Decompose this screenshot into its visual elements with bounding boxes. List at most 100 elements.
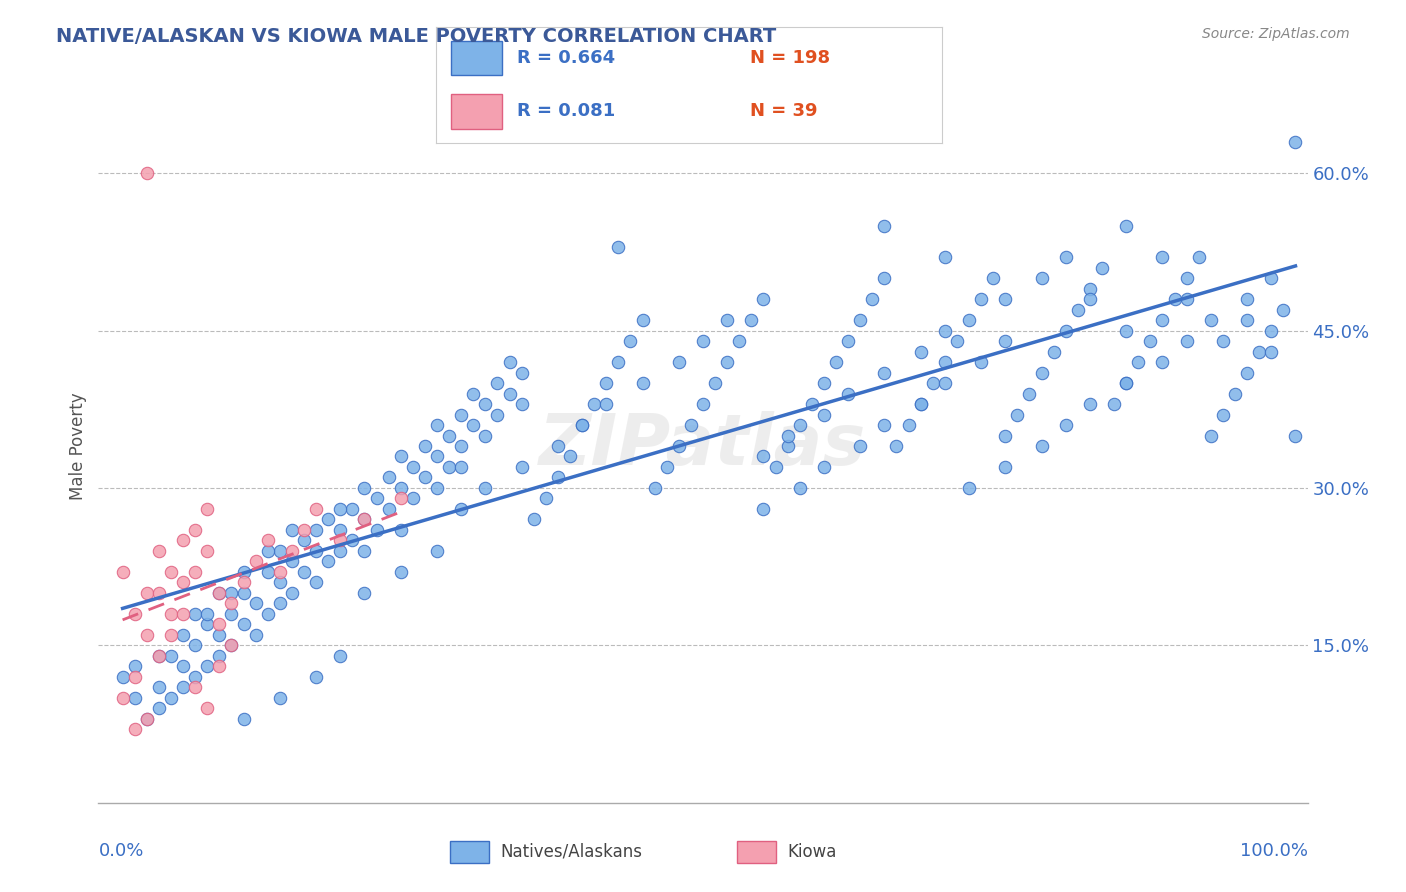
Point — [1188, 250, 1211, 264]
Point — [148, 586, 170, 600]
Point — [716, 355, 738, 369]
Point — [305, 523, 328, 537]
Point — [221, 586, 243, 600]
Point — [994, 292, 1017, 306]
Point — [510, 460, 533, 475]
Text: R = 0.664: R = 0.664 — [517, 49, 614, 67]
Point — [752, 292, 775, 306]
Point — [256, 533, 278, 548]
Point — [1260, 271, 1282, 285]
Point — [1152, 355, 1174, 369]
Point — [837, 386, 859, 401]
Point — [1249, 344, 1271, 359]
Point — [1212, 408, 1234, 422]
Point — [124, 659, 146, 673]
Point — [256, 544, 278, 558]
Point — [172, 628, 194, 642]
Point — [752, 502, 775, 516]
Point — [221, 596, 243, 610]
Point — [124, 607, 146, 621]
Point — [1078, 282, 1101, 296]
Text: N = 198: N = 198 — [749, 49, 830, 67]
Point — [208, 659, 231, 673]
Point — [1054, 417, 1077, 432]
Point — [1199, 428, 1222, 442]
Point — [329, 544, 352, 558]
Point — [208, 628, 231, 642]
Point — [172, 681, 194, 695]
Point — [389, 450, 412, 464]
Point — [172, 659, 194, 673]
Point — [413, 439, 436, 453]
Point — [547, 470, 569, 484]
Point — [789, 481, 811, 495]
Point — [607, 355, 630, 369]
Point — [269, 575, 291, 590]
Point — [498, 355, 520, 369]
Point — [1115, 376, 1137, 390]
Point — [534, 491, 557, 506]
Point — [245, 628, 267, 642]
Point — [1031, 271, 1053, 285]
Point — [377, 502, 399, 516]
Point — [160, 648, 183, 663]
Point — [1054, 250, 1077, 264]
Point — [160, 628, 183, 642]
Point — [148, 648, 170, 663]
Point — [148, 681, 170, 695]
Point — [124, 670, 146, 684]
Point — [245, 596, 267, 610]
Point — [910, 344, 932, 359]
Point — [426, 544, 449, 558]
Point — [184, 565, 207, 579]
Point — [934, 355, 956, 369]
Point — [813, 408, 835, 422]
Point — [329, 502, 352, 516]
Point — [1128, 355, 1150, 369]
Point — [256, 607, 278, 621]
Point — [886, 439, 908, 453]
Point — [692, 397, 714, 411]
Point — [1152, 313, 1174, 327]
Point — [849, 313, 872, 327]
Point — [994, 460, 1017, 475]
Point — [269, 544, 291, 558]
Point — [135, 712, 157, 726]
Point — [1042, 344, 1064, 359]
Point — [957, 313, 980, 327]
Point — [232, 565, 254, 579]
Point — [172, 575, 194, 590]
Point — [510, 366, 533, 380]
Point — [728, 334, 751, 348]
Text: N = 39: N = 39 — [749, 103, 817, 120]
Point — [281, 586, 304, 600]
Point — [1236, 313, 1258, 327]
Point — [124, 723, 146, 737]
Bar — [450, 840, 489, 863]
Point — [195, 544, 218, 558]
Point — [547, 439, 569, 453]
Point — [860, 292, 883, 306]
Point — [873, 417, 896, 432]
Point — [208, 586, 231, 600]
Point — [292, 523, 315, 537]
Point — [474, 397, 496, 411]
Point — [426, 450, 449, 464]
Point — [595, 397, 617, 411]
Point — [776, 439, 799, 453]
Point — [366, 523, 388, 537]
Point — [342, 533, 364, 548]
Point — [981, 271, 1004, 285]
Point — [849, 439, 872, 453]
Point — [1078, 292, 1101, 306]
Point — [342, 502, 364, 516]
Point — [281, 554, 304, 568]
Point — [1115, 376, 1137, 390]
Point — [195, 659, 218, 673]
Point — [221, 607, 243, 621]
Point — [402, 491, 425, 506]
Point — [1199, 313, 1222, 327]
Point — [631, 313, 654, 327]
Point — [740, 313, 762, 327]
Point — [184, 681, 207, 695]
